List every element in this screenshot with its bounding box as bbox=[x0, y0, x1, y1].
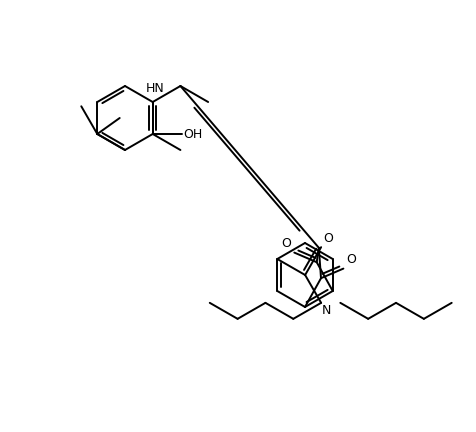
Text: OH: OH bbox=[184, 127, 203, 140]
Text: O: O bbox=[323, 232, 333, 245]
Text: O: O bbox=[281, 237, 291, 250]
Text: HN: HN bbox=[146, 83, 164, 95]
Text: N: N bbox=[322, 304, 331, 317]
Text: O: O bbox=[347, 253, 356, 266]
